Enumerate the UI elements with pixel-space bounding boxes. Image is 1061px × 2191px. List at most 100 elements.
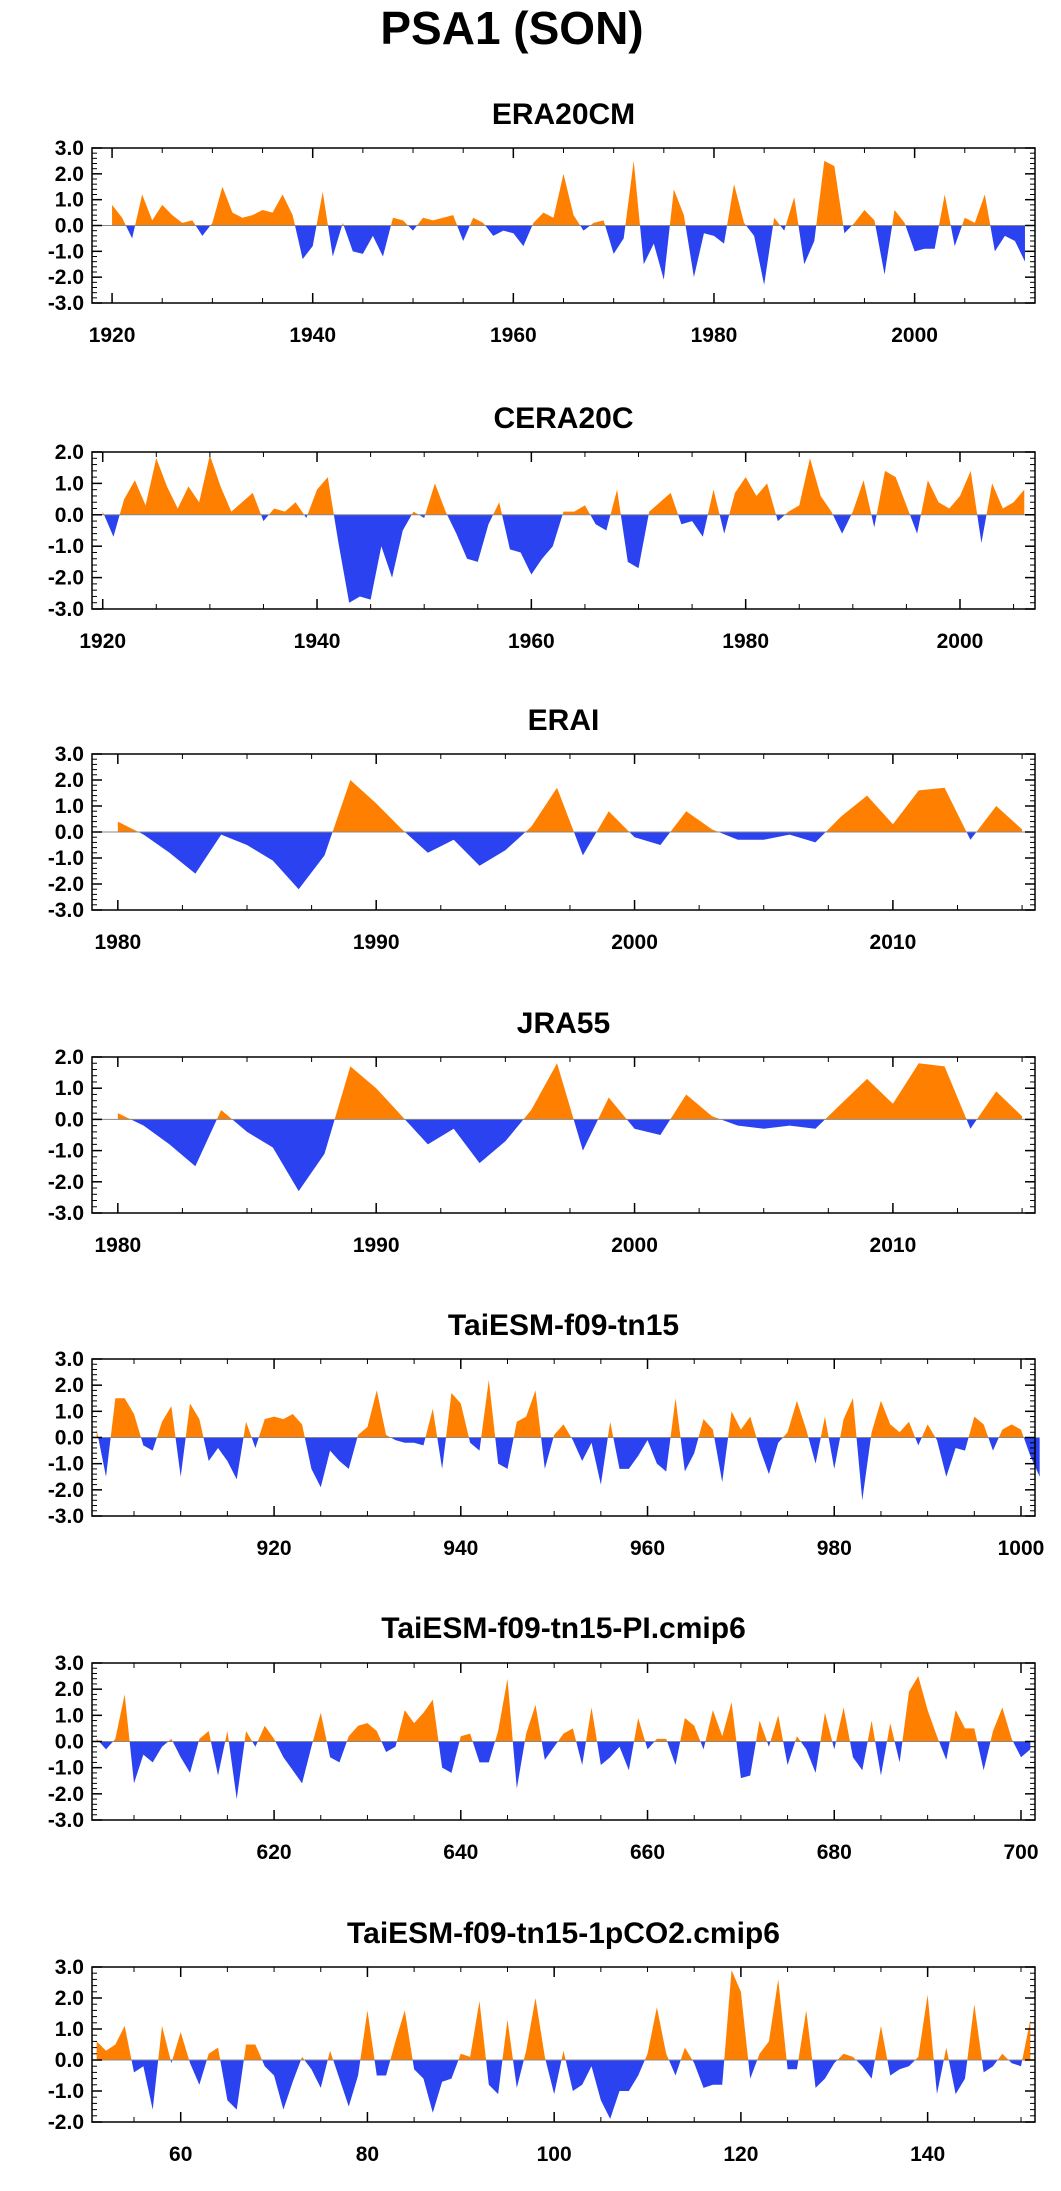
panel-6: TaiESM-f09-tn15-PI.cmip6 3.0 2.0 1.0 0.0 -1.0…: [48, 1612, 1039, 1864]
x-tick-label: 1980: [722, 630, 769, 653]
plot-frame: [91, 1056, 1036, 1214]
x-tick-label: 1990: [353, 1234, 400, 1257]
x-tick-label: 620: [257, 1841, 292, 1864]
panel-5: TaiESM-f09-tn15 3.0 2.0 1.0 0.0 -1.0 -2.0 -3.0 9…: [48, 1309, 1045, 1560]
positive-area: [102, 455, 1025, 515]
y-tick-label: 3.0: [55, 1652, 84, 1675]
x-tick-label: 2000: [891, 324, 938, 347]
figure-title: PSA1 (SON): [380, 2, 643, 54]
y-tick-label: -3.0: [48, 899, 84, 922]
y-tick-label: 1.0: [55, 1400, 84, 1423]
y-tick-label: -1.0: [48, 240, 84, 263]
y-tick-label: -2.0: [48, 266, 84, 289]
panel-title: ERA20CM: [492, 98, 635, 131]
y-tick-label: 1.0: [55, 795, 84, 818]
y-tick-label: -2.0: [48, 567, 84, 590]
x-tick-label: 60: [169, 2143, 192, 2166]
positive-area: [117, 780, 1023, 832]
x-tick-label: 1000: [998, 1537, 1045, 1560]
y-tick-label: -2.0: [48, 873, 84, 896]
negative-area: [138, 832, 977, 890]
negative-area: [131, 2060, 1023, 2119]
y-tick-label: -3.0: [48, 1809, 84, 1832]
x-tick-label: 920: [257, 1537, 292, 1560]
panel-7: TaiESM-f09-tn15-1pCO2.cmip6 3.0 2.0 1.0 0.0 -…: [48, 1917, 1036, 2166]
x-tick-label: 1980: [691, 324, 738, 347]
y-tick-label: -1.0: [48, 1757, 84, 1780]
y-tick-label: 2.0: [55, 1678, 84, 1701]
x-tick-label: 960: [630, 1537, 665, 1560]
y-tick-label: 2.0: [55, 441, 84, 464]
x-tick-label: 2010: [870, 931, 917, 954]
x-tick-label: 80: [356, 2143, 379, 2166]
y-tick-label: 3.0: [55, 1956, 84, 1979]
y-tick-label: 1.0: [55, 2018, 84, 2041]
x-tick-label: 120: [723, 2143, 758, 2166]
y-tick-label: 0.0: [55, 1731, 84, 1754]
x-tick-label: 1980: [94, 931, 141, 954]
y-tick-label: -1.0: [48, 1140, 84, 1163]
y-tick-label: 0.0: [55, 215, 84, 238]
x-tick-label: 100: [537, 2143, 572, 2166]
panel-title: JRA55: [517, 1007, 610, 1040]
negative-area: [98, 1437, 1040, 1501]
x-tick-label: 1940: [294, 630, 341, 653]
panel-title: TaiESM-f09-tn15-1pCO2.cmip6: [347, 1917, 780, 1950]
panel-2: CERA20C 2.0 1.0 0.0 -1.0 -2.0 -3.0 1920 1940 1960…: [48, 402, 1036, 653]
x-tick-label: 1980: [94, 1234, 141, 1257]
y-tick-label: -2.0: [48, 1479, 84, 1502]
panel-title: TaiESM-f09-tn15: [448, 1309, 679, 1342]
y-tick-label: 0.0: [55, 821, 84, 844]
panel-4: JRA55 2.0 1.0 0.0 -1.0 -2.0 -3.0 1980 1990 2000 20…: [48, 1007, 1036, 1257]
positive-area: [117, 1063, 1023, 1120]
y-tick-label: -2.0: [48, 2111, 84, 2134]
plot-frame: [91, 1966, 1036, 2123]
y-tick-label: 3.0: [55, 1348, 84, 1371]
y-tick-label: -3.0: [48, 292, 84, 315]
x-tick-label: 1920: [89, 324, 136, 347]
panel-3: ERAI 3.0 2.0 1.0 0.0 -1.0 -2.0 -3.0 1980 1990 2000…: [48, 704, 1036, 954]
y-tick-label: 2.0: [55, 1046, 84, 1069]
y-tick-label: 0.0: [55, 504, 84, 527]
x-tick-label: 140: [910, 2143, 945, 2166]
y-tick-label: -3.0: [48, 1202, 84, 1225]
y-tick-label: -2.0: [48, 1783, 84, 1806]
y-tick-label: 2.0: [55, 769, 84, 792]
x-tick-label: 1990: [353, 931, 400, 954]
y-tick-label: 0.0: [55, 1427, 84, 1450]
positive-area: [96, 1970, 1031, 2060]
x-tick-label: 660: [630, 1841, 665, 1864]
y-tick-label: 3.0: [55, 743, 84, 766]
y-tick-label: 2.0: [55, 163, 84, 186]
y-tick-label: -1.0: [48, 1453, 84, 1476]
x-tick-label: 680: [817, 1841, 852, 1864]
panel-title: CERA20C: [493, 402, 633, 435]
x-tick-label: 700: [1003, 1841, 1038, 1864]
negative-area: [125, 225, 1025, 285]
y-tick-label: 3.0: [55, 137, 84, 160]
x-tick-label: 1940: [289, 324, 336, 347]
panel-title: ERAI: [528, 704, 600, 737]
x-tick-label: 1960: [508, 630, 555, 653]
y-tick-label: 2.0: [55, 1987, 84, 2010]
y-tick-label: 0.0: [55, 1108, 84, 1131]
negative-area: [104, 514, 987, 603]
panel-title: TaiESM-f09-tn15-PI.cmip6: [381, 1612, 746, 1645]
y-tick-label: 0.0: [55, 2049, 84, 2072]
x-tick-label: 1920: [79, 630, 126, 653]
negative-area: [99, 1741, 1031, 1800]
positive-area: [96, 1676, 1013, 1742]
y-tick-label: -1.0: [48, 535, 84, 558]
plot-frame: [91, 451, 1036, 610]
negative-area: [130, 1119, 977, 1192]
x-tick-label: 640: [443, 1841, 478, 1864]
x-tick-label: 1960: [490, 324, 537, 347]
y-tick-label: -3.0: [48, 1505, 84, 1528]
y-tick-label: 1.0: [55, 472, 84, 495]
y-tick-label: -2.0: [48, 1171, 84, 1194]
x-tick-label: 2000: [611, 931, 658, 954]
x-tick-label: 2000: [937, 630, 984, 653]
x-tick-label: 940: [443, 1537, 478, 1560]
